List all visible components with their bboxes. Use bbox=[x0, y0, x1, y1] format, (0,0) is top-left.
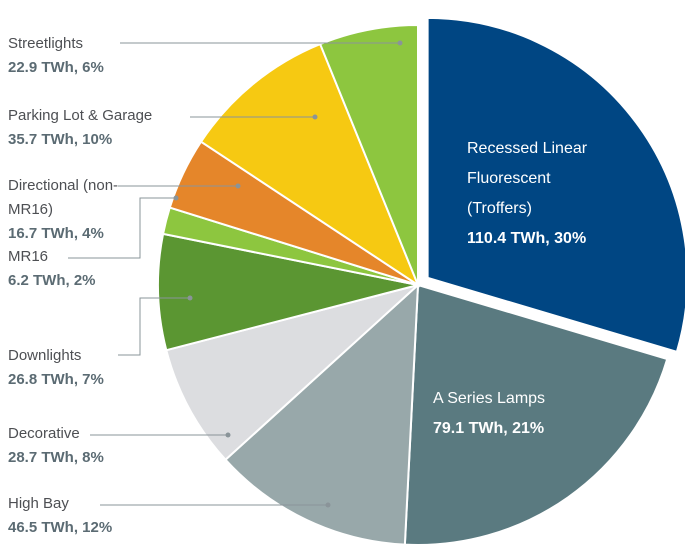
leader-line bbox=[68, 197, 176, 259]
leader-dot bbox=[325, 502, 331, 508]
category-label: Downlights bbox=[8, 347, 82, 364]
value-label: 35.7 TWh, 10% bbox=[8, 131, 113, 148]
leader-dot bbox=[187, 295, 193, 301]
slice-label: Streetlights 22.9 TWh, 6% bbox=[8, 32, 208, 80]
category-label: High Bay bbox=[8, 495, 69, 512]
pie-slice bbox=[157, 232, 419, 352]
slice-label: MR16 6.2 TWh, 2% bbox=[8, 245, 208, 293]
pie-slice bbox=[224, 282, 420, 546]
category-label: Decorative bbox=[8, 425, 80, 442]
value-label: 28.7 TWh, 8% bbox=[8, 449, 104, 466]
category-label: Streetlights bbox=[8, 35, 84, 52]
pie-slice bbox=[318, 23, 419, 286]
pie-slice bbox=[403, 283, 669, 546]
leader-dot bbox=[397, 40, 403, 46]
pie-slice bbox=[426, 16, 685, 354]
leader-dot bbox=[312, 114, 318, 120]
slice-label: Downlights 26.8 TWh, 7% bbox=[8, 344, 208, 392]
category-label: Recessed Linear Fluorescent (Troffers) bbox=[467, 140, 588, 217]
leader-line bbox=[118, 297, 190, 356]
category-label: MR16 bbox=[8, 248, 49, 265]
slice-label: High Bay 46.5 TWh, 12% bbox=[8, 492, 208, 540]
leader-dot bbox=[235, 183, 241, 189]
value-label: 22.9 TWh, 6% bbox=[8, 59, 104, 76]
value-label: 16.7 TWh, 4% bbox=[8, 225, 104, 242]
pie-slice bbox=[199, 42, 421, 288]
slice-label: Decorative 28.7 TWh, 8% bbox=[8, 422, 208, 470]
value-label: 79.1 TWh, 21% bbox=[433, 420, 545, 437]
value-label: 46.5 TWh, 12% bbox=[8, 519, 113, 536]
slice-label: Parking Lot & Garage 35.7 TWh, 10% bbox=[8, 104, 208, 152]
category-label: Directional (non-MR16) bbox=[8, 177, 119, 218]
slice-label: Recessed Linear Fluorescent (Troffers) 11… bbox=[467, 134, 607, 254]
pie-slice bbox=[165, 284, 419, 462]
leader-dot bbox=[225, 432, 231, 438]
category-label: Parking Lot & Garage bbox=[8, 107, 153, 124]
slice-label: A Series Lamps 79.1 TWh, 21% bbox=[433, 384, 633, 444]
leader-dot bbox=[173, 195, 179, 201]
category-label: A Series Lamps bbox=[433, 390, 546, 407]
value-label: 26.8 TWh, 7% bbox=[8, 371, 104, 388]
value-label: 6.2 TWh, 2% bbox=[8, 272, 96, 289]
slice-label: Directional (non-MR16) 16.7 TWh, 4% bbox=[8, 174, 120, 246]
value-label: 110.4 TWh, 30% bbox=[467, 230, 587, 247]
